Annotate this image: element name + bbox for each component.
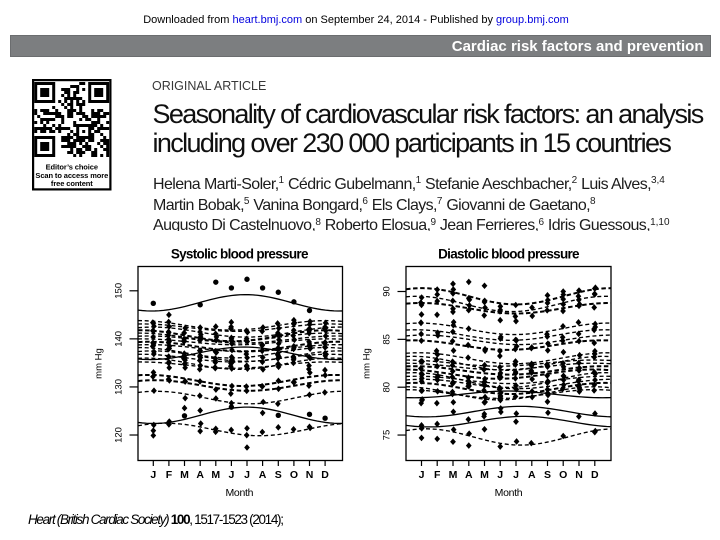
- svg-text:150: 150: [113, 282, 124, 298]
- svg-text:J: J: [513, 469, 519, 481]
- svg-text:A: A: [528, 469, 536, 481]
- svg-text:N: N: [575, 469, 583, 481]
- svg-text:J: J: [244, 469, 250, 481]
- svg-text:N: N: [306, 469, 314, 481]
- svg-text:A: A: [259, 469, 267, 481]
- svg-text:F: F: [434, 469, 441, 481]
- svg-text:M: M: [180, 469, 189, 481]
- svg-text:J: J: [228, 469, 234, 481]
- svg-text:mm Hg: mm Hg: [362, 348, 373, 379]
- svg-text:S: S: [544, 469, 551, 481]
- svg-text:mm Hg: mm Hg: [94, 348, 105, 379]
- svg-text:M: M: [480, 469, 489, 481]
- svg-text:free content: free content: [51, 179, 93, 188]
- svg-text:J: J: [150, 469, 156, 481]
- svg-text:130: 130: [113, 379, 124, 395]
- svg-text:75: 75: [381, 429, 392, 440]
- svg-text:A: A: [196, 469, 204, 481]
- svg-text:M: M: [449, 469, 458, 481]
- svg-text:Scan to access more: Scan to access more: [35, 171, 108, 180]
- svg-text:J: J: [497, 469, 503, 481]
- svg-text:D: D: [591, 469, 599, 481]
- svg-text:Editor’s choice: Editor’s choice: [46, 162, 98, 171]
- svg-text:85: 85: [381, 334, 392, 345]
- svg-text:90: 90: [381, 286, 392, 297]
- svg-text:S: S: [275, 469, 282, 481]
- svg-text:F: F: [166, 469, 173, 481]
- svg-text:M: M: [211, 469, 220, 481]
- svg-text:A: A: [465, 469, 473, 481]
- svg-text:Systolic blood pressure: Systolic blood pressure: [171, 246, 309, 261]
- svg-text:D: D: [321, 469, 329, 481]
- svg-text:Month: Month: [225, 487, 253, 499]
- svg-text:Diastolic blood pressure: Diastolic blood pressure: [438, 246, 580, 261]
- svg-text:J: J: [419, 469, 425, 481]
- svg-text:O: O: [290, 469, 298, 481]
- svg-text:80: 80: [381, 381, 392, 392]
- svg-text:Month: Month: [495, 487, 523, 499]
- svg-text:140: 140: [113, 330, 124, 346]
- svg-text:120: 120: [113, 427, 124, 443]
- svg-text:O: O: [559, 469, 567, 481]
